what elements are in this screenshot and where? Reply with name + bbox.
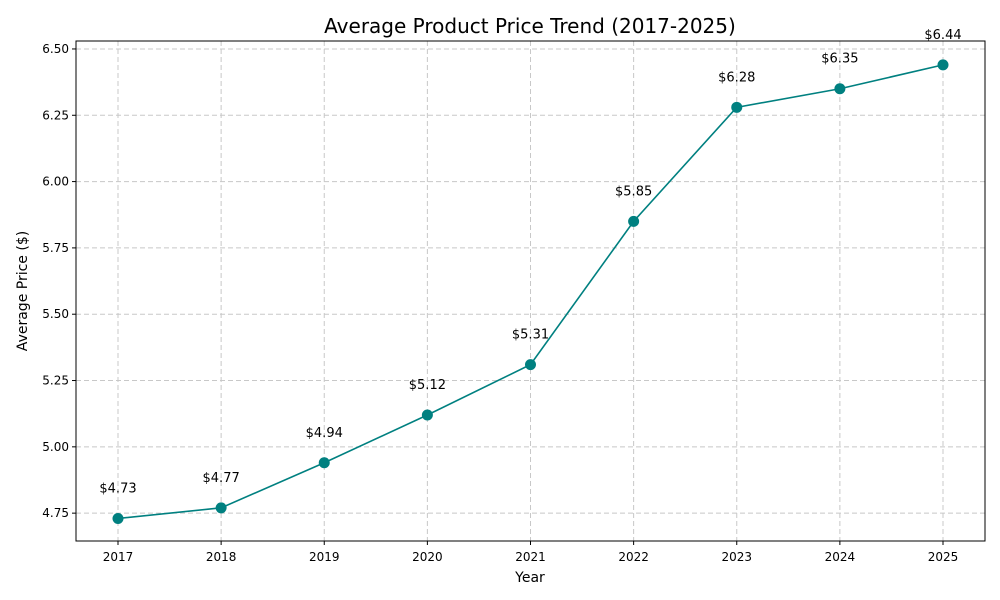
x-tick-label: 2017 bbox=[103, 550, 134, 564]
data-label: $4.73 bbox=[99, 481, 136, 496]
data-point bbox=[834, 83, 846, 95]
data-point bbox=[112, 512, 124, 524]
y-tick-label: 4.75 bbox=[42, 506, 69, 520]
y-axis-ticks: 4.75 5.00 5.25 5.50 5.75 6.00 6.25 6.50 bbox=[42, 42, 76, 520]
x-tick-label: 2020 bbox=[412, 550, 443, 564]
x-tick-label: 2018 bbox=[206, 550, 237, 564]
x-axis-ticks: 2017 2018 2019 2020 2021 2022 2023 2024 2025 bbox=[103, 541, 959, 564]
data-point bbox=[318, 457, 330, 469]
x-tick-label: 2022 bbox=[618, 550, 649, 564]
x-tick-label: 2019 bbox=[309, 550, 340, 564]
data-label: $5.12 bbox=[409, 378, 446, 393]
y-tick-label: 5.00 bbox=[42, 440, 69, 454]
y-tick-label: 5.50 bbox=[42, 307, 69, 321]
y-tick-label: 6.50 bbox=[42, 42, 69, 56]
data-point bbox=[421, 409, 433, 421]
data-label: $4.77 bbox=[203, 471, 240, 486]
data-label: $6.35 bbox=[821, 52, 858, 67]
data-point bbox=[215, 502, 227, 514]
x-tick-label: 2025 bbox=[928, 550, 959, 564]
y-tick-label: 5.25 bbox=[42, 374, 69, 388]
y-tick-label: 6.00 bbox=[42, 175, 69, 189]
data-label: $5.31 bbox=[512, 328, 549, 343]
data-point bbox=[525, 359, 536, 371]
x-tick-label: 2024 bbox=[825, 550, 856, 564]
y-tick-label: 6.25 bbox=[42, 108, 69, 122]
data-label: $4.94 bbox=[306, 426, 343, 441]
data-point bbox=[628, 215, 640, 227]
data-points bbox=[112, 59, 949, 524]
data-point bbox=[937, 59, 949, 71]
x-axis-label: Year bbox=[514, 570, 545, 586]
x-tick-label: 2021 bbox=[515, 550, 546, 564]
data-point bbox=[731, 101, 743, 113]
data-label: $5.85 bbox=[615, 184, 652, 199]
y-tick-label: 5.75 bbox=[42, 241, 69, 255]
y-axis-label: Average Price ($) bbox=[15, 231, 31, 351]
chart-title: Average Product Price Trend (2017-2025) bbox=[324, 14, 736, 38]
x-tick-label: 2023 bbox=[721, 550, 752, 564]
data-label: $6.28 bbox=[718, 70, 755, 85]
grid bbox=[76, 41, 985, 541]
data-label: $6.44 bbox=[924, 28, 961, 43]
data-labels: $4.73 $4.77 $4.94 $5.12 $5.31 $5.85 $6.28 $6.35… bbox=[99, 28, 961, 497]
